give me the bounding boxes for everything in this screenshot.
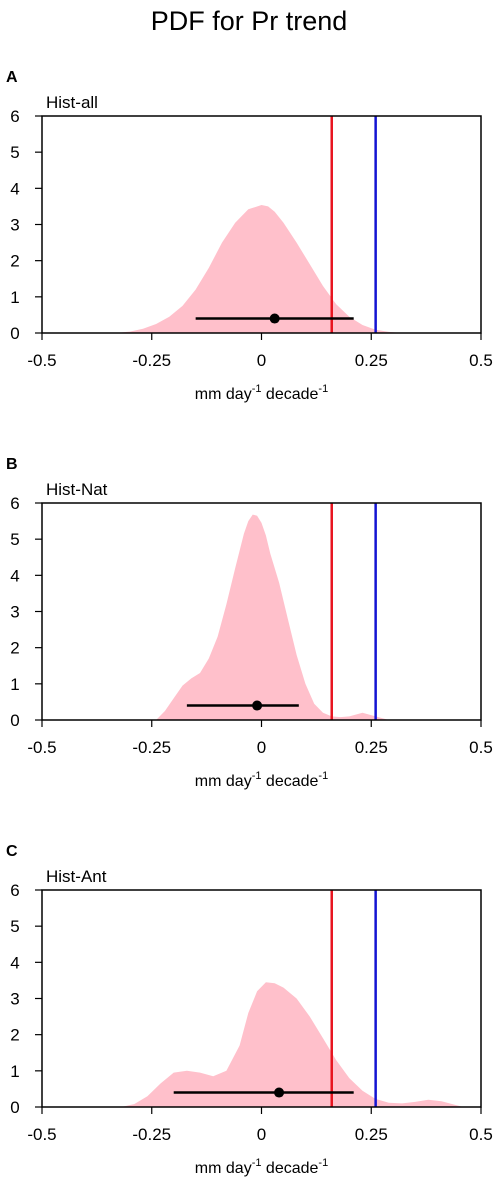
panel-letter: B: [6, 456, 18, 473]
y-tick-label: 2: [10, 639, 19, 658]
figure-title: PDF for Pr trend: [151, 6, 348, 36]
y-tick-label: 3: [10, 990, 19, 1009]
y-tick-label: 2: [10, 252, 19, 271]
x-axis-label: mm day-1 decade-1: [195, 1157, 328, 1177]
pdf-area: [121, 982, 464, 1107]
x-tick-label: 0.25: [355, 1125, 388, 1144]
y-tick-label: 1: [10, 675, 19, 694]
x-axis-label-unit: mm day: [195, 386, 252, 403]
x-tick-label: -0.25: [132, 738, 171, 757]
y-tick-label: 2: [10, 1026, 19, 1045]
y-tick-label: 6: [10, 494, 19, 513]
pdf-area: [156, 514, 389, 720]
x-tick-label: 0.25: [355, 351, 388, 370]
y-tick-label: 3: [10, 216, 19, 235]
y-tick-label: 0: [10, 711, 19, 730]
x-tick-label: 0: [257, 351, 266, 370]
panel-title: Hist-all: [46, 93, 98, 112]
x-tick-label: 0.25: [355, 738, 388, 757]
x-tick-label: -0.25: [132, 351, 171, 370]
x-axis-label-exponent: -1: [252, 1157, 262, 1169]
median-point: [252, 700, 263, 711]
x-axis-label: mm day-1 decade-1: [195, 383, 328, 403]
y-tick-label: 1: [10, 288, 19, 307]
y-tick-label: 5: [10, 143, 19, 162]
panel-letter: C: [6, 843, 18, 860]
panel-letter: A: [6, 69, 18, 86]
x-axis-label: mm day-1 decade-1: [195, 770, 328, 790]
x-tick-label: -0.5: [27, 738, 56, 757]
pdf-area: [116, 205, 402, 333]
y-tick-label: 4: [10, 566, 19, 585]
x-axis-label-exponent: -1: [252, 383, 262, 395]
panel-title: Hist-Nat: [46, 480, 108, 499]
x-tick-label: -0.25: [132, 1125, 171, 1144]
median-point: [274, 1087, 285, 1098]
x-tick-label: 0: [257, 1125, 266, 1144]
y-tick-label: 4: [10, 179, 19, 198]
x-tick-label: -0.5: [27, 1125, 56, 1144]
panel-title: Hist-Ant: [46, 867, 107, 886]
y-tick-label: 0: [10, 1098, 19, 1117]
x-tick-label: 0.5: [469, 351, 493, 370]
y-tick-label: 6: [10, 881, 19, 900]
x-axis-label-exponent: -1: [318, 1157, 328, 1169]
y-tick-label: 5: [10, 917, 19, 936]
median-point: [269, 313, 280, 324]
x-axis-label-unit: decade: [261, 1160, 318, 1177]
x-axis-label-unit: decade: [261, 386, 318, 403]
x-tick-label: -0.5: [27, 351, 56, 370]
x-axis-label-exponent: -1: [318, 770, 328, 782]
x-axis-label-exponent: -1: [252, 770, 262, 782]
y-tick-label: 5: [10, 530, 19, 549]
y-tick-label: 6: [10, 107, 19, 126]
x-axis-label-exponent: -1: [318, 383, 328, 395]
y-tick-label: 3: [10, 603, 19, 622]
x-tick-label: 0: [257, 738, 266, 757]
x-tick-label: 0.5: [469, 1125, 493, 1144]
x-axis-label-unit: mm day: [195, 773, 252, 790]
y-tick-label: 1: [10, 1062, 19, 1081]
x-axis-label-unit: decade: [261, 773, 318, 790]
x-tick-label: 0.5: [469, 738, 493, 757]
x-axis-label-unit: mm day: [195, 1160, 252, 1177]
y-tick-label: 4: [10, 953, 19, 972]
y-tick-label: 0: [10, 324, 19, 343]
